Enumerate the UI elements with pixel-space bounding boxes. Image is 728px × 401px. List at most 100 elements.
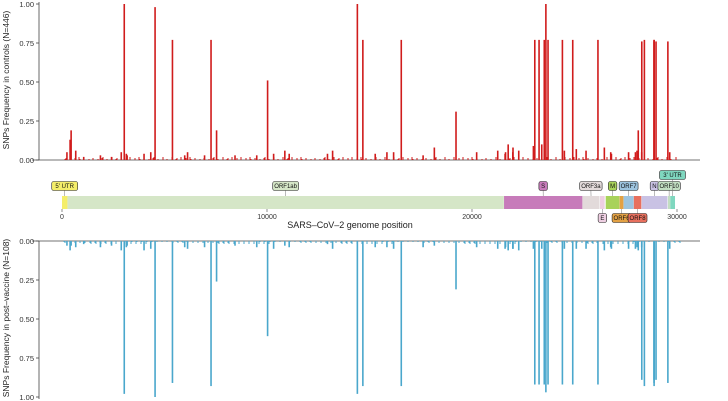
genome-x-tick-label: 0 [60,214,64,221]
bottom-bar [668,241,671,249]
top-bar [538,39,540,160]
genome-label-text: S [541,184,545,190]
top-bar [667,41,669,160]
top-bar [563,150,566,160]
bottom-bar [392,241,395,249]
top-bar [143,153,145,160]
bottom-bar [532,241,535,249]
top-bar [504,152,507,160]
top-bar [326,153,329,160]
genome-label-text: ORF6 [614,216,631,222]
top-y-tick-label: 0.00 [19,156,34,165]
top-bar [386,152,388,160]
bottom-bar [374,241,377,248]
bottom-bar [507,241,509,251]
bottom-bar [386,241,388,248]
bottom-y-tick-label: 0.25 [19,276,34,285]
top-bar [640,41,643,160]
genome-label-text: ORF7 [621,184,638,190]
genome-label-text: ORF1ab [274,184,297,190]
genome-label-box [618,181,639,191]
genome-segment [600,196,605,209]
top-bar [215,130,218,160]
top-bar [532,145,535,160]
top-bar [603,147,606,160]
top-bar [126,155,128,160]
bottom-bar [636,241,638,248]
bottom-bar [331,241,334,249]
bottom-y-axis-title: SNPs Frequency in post–vaccine (N=108) [1,239,11,398]
top-bar [288,153,291,160]
top-bar [255,155,258,160]
bottom-y-tick-label: 0.50 [19,315,34,324]
genome-label-text: ORF3a [581,184,601,190]
top-bar [512,147,514,160]
bottom-bar [640,241,643,380]
bottom-bar [110,241,113,246]
bottom-bar [575,241,578,249]
top-bar [183,155,186,160]
top-bar [507,144,509,160]
top-bar [571,39,574,160]
top-bar [210,39,212,160]
top-bar [331,150,334,160]
genome-segment [670,196,676,209]
bottom-bar [123,241,126,394]
top-bar [149,152,152,160]
top-bar [272,153,275,160]
top-bar [266,80,269,160]
genome-label-text: M [610,184,615,190]
genome-label-box [627,213,648,223]
top-y-axis-title: SNPs Frequency in controls (N=446) [1,11,11,150]
bottom-y-tick-label: 0.75 [19,354,34,363]
top-bar [597,39,599,160]
top-bar [653,39,655,160]
bottom-bar [533,241,536,385]
top-bar [637,130,640,160]
bottom-bar [571,241,574,385]
genome-segment [633,196,642,209]
bottom-bar [120,241,123,251]
top-bar [234,155,236,160]
genome-label-box [597,213,607,223]
bottom-bar [69,241,71,251]
top-bar [610,153,613,160]
top-bar [374,153,377,160]
bottom-y-tick-label: 1.00 [19,393,34,401]
top-bar [561,39,564,160]
bottom-panel-post-vaccine: SNPs Frequency in post–vaccine (N=108) 0… [1,237,700,401]
bottom-bar [504,241,507,248]
bottom-bar [653,241,655,387]
bottom-bar [545,241,547,393]
genome-segment [619,196,624,209]
genome-label-box [272,181,299,191]
top-bar [171,39,174,160]
bottom-bar [183,241,186,248]
bottom-bar [400,241,403,387]
bottom-y-tick-label: 0.00 [19,237,34,246]
top-bar [655,41,657,160]
genome-label-box [538,181,548,191]
bottom-bar [643,241,646,387]
top-bar [400,39,403,160]
top-bar [517,150,520,160]
genome-label-box [657,181,681,191]
top-bar [475,152,478,160]
bottom-bar [585,241,587,249]
top-bar [636,150,638,160]
top-bar [455,111,457,160]
genome-label-text: E [600,216,604,222]
top-bar [585,150,587,160]
genome-label-box [659,170,686,180]
top-bar [356,4,359,160]
top-y-tick-label: 1.00 [19,0,34,9]
top-bar [392,152,395,160]
bottom-bar [186,241,189,249]
bottom-bar [637,241,640,251]
bottom-bar [356,241,359,394]
bottom-bar [475,241,478,248]
top-bar [545,4,547,160]
bottom-bar [99,241,102,248]
